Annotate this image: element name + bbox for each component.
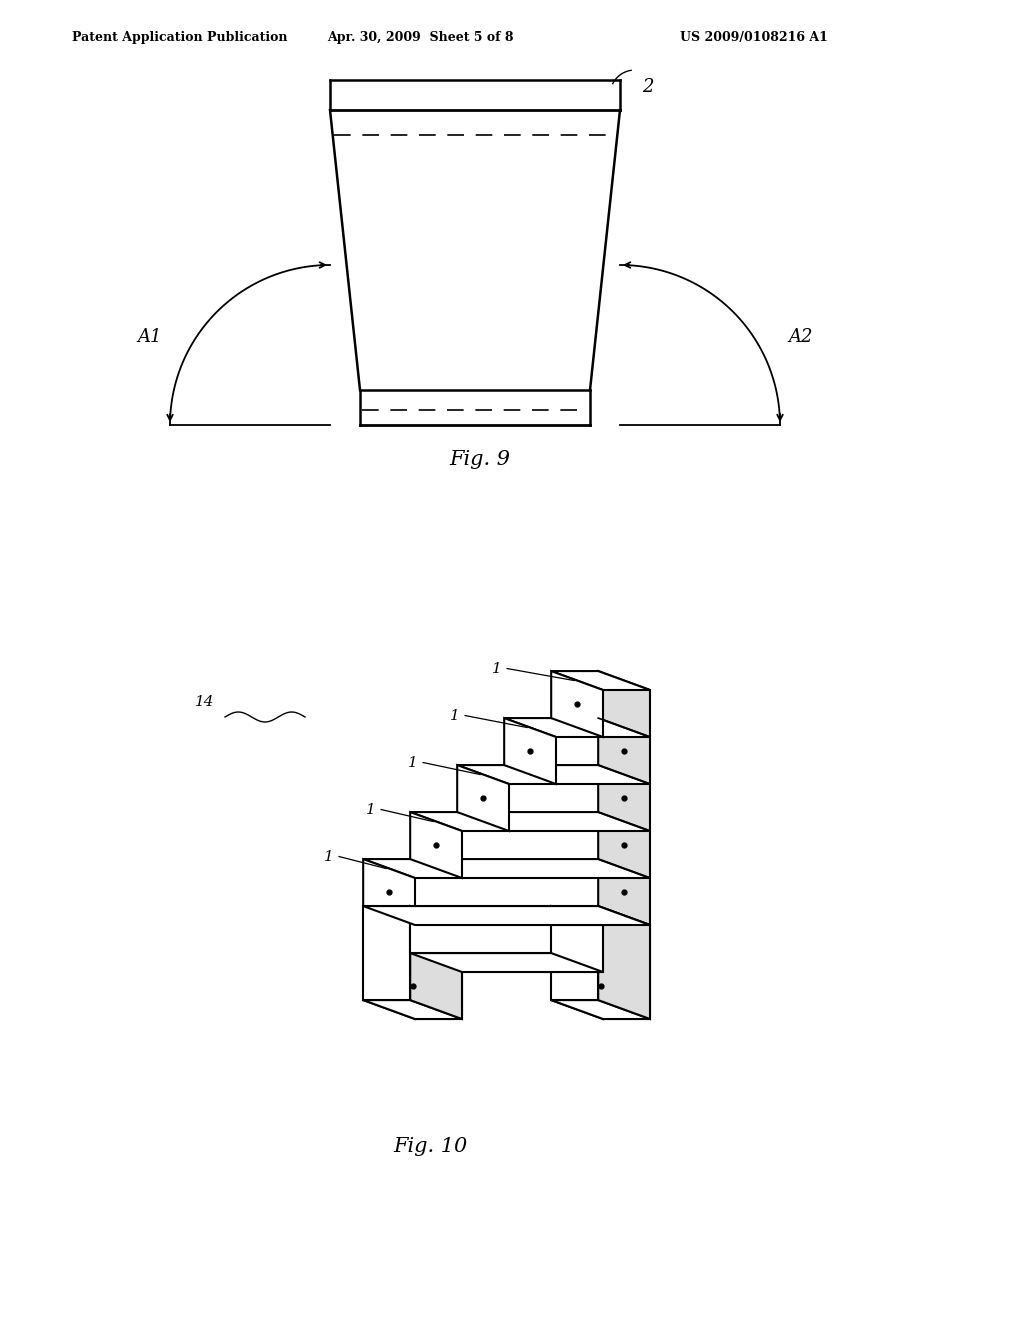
Text: 1: 1 bbox=[367, 803, 376, 817]
Polygon shape bbox=[603, 925, 650, 1019]
Text: 1: 1 bbox=[325, 850, 334, 863]
Text: 1: 1 bbox=[409, 755, 418, 770]
Polygon shape bbox=[411, 812, 462, 878]
Polygon shape bbox=[504, 718, 650, 737]
Text: 1: 1 bbox=[451, 709, 460, 722]
Polygon shape bbox=[462, 925, 603, 972]
Polygon shape bbox=[551, 906, 603, 1019]
Polygon shape bbox=[411, 906, 551, 953]
Text: 2: 2 bbox=[642, 78, 653, 96]
Text: 1: 1 bbox=[493, 661, 502, 676]
Text: Patent Application Publication: Patent Application Publication bbox=[72, 30, 288, 44]
Polygon shape bbox=[504, 718, 556, 784]
Polygon shape bbox=[364, 859, 650, 878]
Polygon shape bbox=[598, 906, 650, 1019]
Polygon shape bbox=[551, 671, 603, 737]
Polygon shape bbox=[364, 906, 415, 1019]
Polygon shape bbox=[551, 906, 598, 1001]
Text: US 2009/0108216 A1: US 2009/0108216 A1 bbox=[680, 30, 827, 44]
Polygon shape bbox=[364, 906, 411, 1001]
Polygon shape bbox=[364, 859, 415, 925]
Text: Apr. 30, 2009  Sheet 5 of 8: Apr. 30, 2009 Sheet 5 of 8 bbox=[327, 30, 513, 44]
Polygon shape bbox=[411, 953, 603, 972]
Polygon shape bbox=[411, 812, 650, 832]
Polygon shape bbox=[457, 766, 650, 784]
Polygon shape bbox=[457, 766, 509, 832]
Text: Fig. 9: Fig. 9 bbox=[450, 450, 511, 469]
Polygon shape bbox=[598, 671, 650, 925]
Polygon shape bbox=[551, 1001, 650, 1019]
Polygon shape bbox=[364, 906, 650, 925]
Polygon shape bbox=[415, 925, 462, 1019]
Text: Fig. 10: Fig. 10 bbox=[393, 1137, 467, 1156]
Polygon shape bbox=[411, 906, 462, 1019]
Text: 14: 14 bbox=[195, 696, 214, 709]
Polygon shape bbox=[551, 671, 650, 690]
Text: A1: A1 bbox=[137, 327, 162, 346]
Text: A2: A2 bbox=[788, 327, 812, 346]
Polygon shape bbox=[364, 1001, 462, 1019]
